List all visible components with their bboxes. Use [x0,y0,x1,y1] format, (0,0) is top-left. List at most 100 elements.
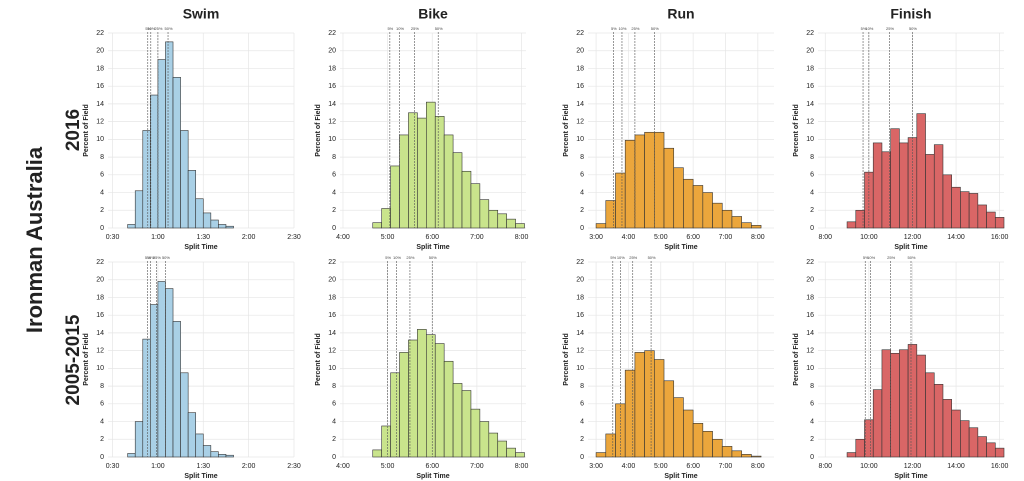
y-tick-label: 20 [576,277,584,284]
y-tick-label: 8 [332,383,336,390]
y-tick-label: 18 [806,65,814,72]
bar [731,216,742,229]
x-tick-label: 10:00 [860,463,878,470]
y-tick-label: 8 [580,154,584,161]
percentile-label: 50% [651,26,659,31]
y-tick-label: 8 [580,383,584,390]
x-tick-label: 14:00 [947,463,965,470]
x-tick-label: 4:00 [336,463,350,470]
percentile-label: 10% [865,26,873,31]
y-tick-label: 10 [96,136,104,143]
y-axis-label: Percent of Field [83,333,90,386]
percentile-label: 10% [867,255,875,260]
bar [180,372,189,458]
y-tick-label: 22 [576,30,584,37]
y-tick-label: 14 [96,330,104,337]
bar [461,170,472,229]
x-tick-label: 5:00 [381,463,395,470]
x-tick-label: 6:00 [686,463,700,470]
y-tick-label: 6 [580,172,584,179]
percentile-label: 5% [145,255,151,260]
percentile-label: 25% [411,26,419,31]
bar [872,389,883,458]
bar [142,130,151,229]
y-tick-label: 12 [806,347,814,354]
bar [488,432,499,458]
bar [855,438,865,458]
bar [202,445,212,458]
bar [846,452,857,458]
bar [731,450,742,458]
x-tick-label: 1:30 [196,463,210,470]
bar [399,134,409,229]
x-tick-label: 1:00 [151,463,165,470]
x-tick-label: 14:00 [947,234,965,241]
x-tick-label: 0:30 [106,234,120,241]
y-tick-label: 16 [806,83,814,90]
y-tick-label: 2 [580,436,584,443]
y-tick-label: 8 [100,383,104,390]
percentile-label: 10% [617,255,625,260]
bar [942,174,952,229]
y-tick-label: 12 [576,118,584,125]
bar [479,421,490,458]
bar [417,329,427,458]
page-title: Ironman Australia [22,146,47,333]
bar [994,447,1005,458]
y-tick-label: 22 [806,259,814,266]
y-tick-label: 4 [332,418,336,425]
bar [372,449,382,458]
bar [127,453,136,458]
bar [488,209,499,229]
x-tick-label: 16:00 [991,463,1009,470]
x-tick-label: 6:00 [425,234,439,241]
bar [434,116,445,229]
x-tick-label: 10:00 [860,234,878,241]
percentile-label: 50% [435,26,443,31]
bar [986,211,996,229]
x-axis-label: Split Time [184,473,217,480]
y-tick-label: 20 [96,48,104,55]
x-tick-label: 8:00 [751,463,765,470]
x-tick-label: 7:00 [719,463,733,470]
bar [890,128,900,229]
y-tick-label: 16 [806,312,814,319]
bar [390,372,400,458]
y-tick-label: 10 [806,365,814,372]
bar [195,433,204,458]
bar [210,219,219,229]
percentile-label: 25% [886,26,894,31]
bar [595,223,607,229]
bar [872,142,883,229]
percentile-label: 10% [618,26,626,31]
y-tick-label: 10 [328,365,336,372]
bar [968,427,979,458]
bar [134,421,144,458]
y-tick-label: 0 [100,225,104,232]
bar [172,321,181,458]
y-tick-label: 22 [806,30,814,37]
y-tick-label: 14 [96,101,104,108]
column-title: Bike [418,6,448,22]
bar [165,288,174,458]
percentile-label: 10% [396,26,404,31]
percentile-label: 25% [153,255,161,260]
bar [899,142,909,229]
bar [663,147,675,229]
x-tick-label: 12:00 [904,234,922,241]
bar [907,344,918,458]
bar [977,204,987,229]
y-tick-label: 10 [576,365,584,372]
y-tick-label: 8 [810,154,814,161]
bar [712,202,723,229]
bar [683,178,694,229]
bar [180,130,189,229]
y-tick-label: 14 [806,101,814,108]
bar [890,352,900,458]
bar [751,225,762,229]
percentile-label: 10% [147,255,155,260]
bar [968,193,979,229]
y-tick-label: 8 [100,154,104,161]
y-tick-label: 14 [806,330,814,337]
x-tick-label: 6:00 [425,463,439,470]
